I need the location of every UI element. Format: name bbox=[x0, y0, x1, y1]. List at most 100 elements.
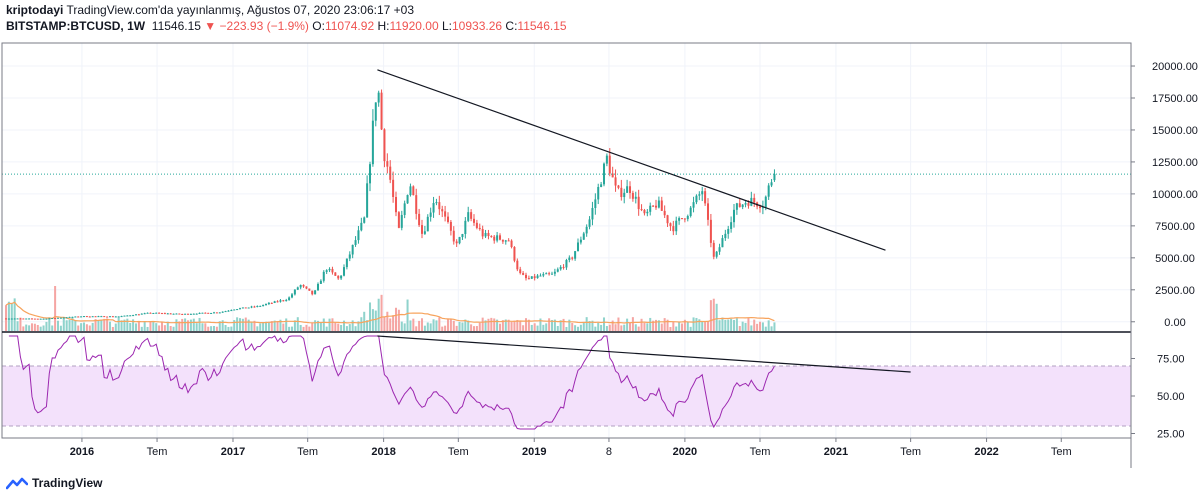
candle-body bbox=[16, 318, 19, 320]
volume-bar bbox=[574, 325, 577, 331]
candle-body bbox=[368, 164, 372, 184]
volume-bar bbox=[374, 310, 377, 331]
candle-body bbox=[467, 212, 470, 221]
candle-body bbox=[435, 202, 438, 204]
volume-bar bbox=[68, 319, 71, 331]
volume-bar bbox=[285, 318, 288, 331]
volume-bar bbox=[423, 325, 426, 331]
candle-body bbox=[273, 301, 276, 303]
candle-body bbox=[660, 200, 663, 211]
volume-bar bbox=[634, 324, 637, 331]
candle-body bbox=[77, 316, 80, 318]
candle-body bbox=[233, 309, 236, 311]
tradingview-logo[interactable]: TradingView bbox=[6, 472, 102, 494]
candle-body bbox=[666, 215, 669, 224]
volume-bar bbox=[85, 324, 88, 331]
candle-body bbox=[608, 155, 611, 174]
candle-body bbox=[59, 317, 62, 319]
candle-body bbox=[527, 278, 530, 280]
candle-body bbox=[56, 317, 60, 319]
candle-body bbox=[478, 227, 481, 230]
candle-body bbox=[501, 239, 504, 242]
candle-body bbox=[646, 211, 649, 214]
volume-bar bbox=[536, 325, 539, 331]
candle-body bbox=[146, 312, 149, 314]
volume-bar bbox=[403, 323, 406, 331]
candle-body bbox=[386, 161, 389, 167]
volume-bar bbox=[753, 319, 756, 331]
volume-bar bbox=[241, 318, 244, 331]
candle-body bbox=[579, 239, 582, 243]
volume-bar bbox=[100, 320, 103, 331]
volume-bar bbox=[389, 318, 392, 331]
volume-bar bbox=[553, 319, 556, 331]
symbol-name[interactable]: BITSTAMP:BTCUSD, 1W bbox=[6, 19, 146, 33]
low-label: L: bbox=[441, 19, 452, 33]
volume-bar bbox=[94, 319, 97, 331]
candle-body bbox=[132, 315, 135, 317]
volume-bar bbox=[458, 321, 461, 331]
volume-bar bbox=[542, 324, 545, 331]
candle-body bbox=[701, 191, 704, 195]
candle-body bbox=[337, 275, 340, 279]
candle-body bbox=[264, 304, 268, 306]
volume-bar bbox=[686, 322, 689, 331]
candle-body bbox=[42, 318, 45, 320]
candle-body bbox=[221, 311, 224, 313]
rsi-axis[interactable]: 25.00 50.00 75.00 bbox=[1131, 354, 1185, 441]
volume-bar bbox=[288, 326, 291, 331]
candle-body bbox=[160, 313, 164, 315]
candle-body bbox=[111, 316, 114, 318]
volume-bar bbox=[198, 317, 201, 331]
candle-body bbox=[212, 312, 216, 314]
rsi-trendline[interactable] bbox=[377, 335, 911, 373]
candle-body bbox=[201, 312, 204, 314]
candle-body bbox=[493, 236, 496, 241]
volume-bar bbox=[74, 320, 77, 331]
candle-body bbox=[441, 209, 444, 212]
candle-body bbox=[498, 235, 502, 240]
candle-body bbox=[392, 179, 395, 197]
volume-bar bbox=[137, 321, 140, 331]
volume-bar bbox=[652, 320, 655, 331]
volume-bar bbox=[527, 319, 530, 331]
candle-body bbox=[114, 316, 117, 318]
volume-bar bbox=[103, 318, 106, 331]
candle-body bbox=[770, 182, 773, 186]
candle-body bbox=[250, 306, 253, 308]
volume-bar bbox=[169, 325, 172, 331]
volume-bar bbox=[279, 319, 282, 331]
chart-canvas[interactable]: 0.00 2500.00 5000.00 7500.00 10000.00 12500.0… bbox=[0, 40, 1200, 468]
author-name[interactable]: kriptodayi bbox=[6, 3, 64, 17]
volume-bar bbox=[253, 320, 256, 331]
time-axis[interactable]: 2016 Tem 2017 Tem 2018 Tem 2019 8 2020 Tem 2021 Tem… bbox=[70, 438, 1072, 458]
volume-bar bbox=[496, 319, 499, 331]
candle-body bbox=[54, 318, 57, 320]
volume-bar bbox=[10, 303, 13, 331]
candle-body bbox=[210, 312, 213, 314]
candle-body bbox=[715, 251, 718, 257]
volume-bar bbox=[80, 323, 83, 331]
price-tick-label: 7500.00 bbox=[1155, 221, 1195, 233]
volume-bar bbox=[732, 319, 736, 331]
candle-body bbox=[198, 312, 201, 314]
candle-body bbox=[461, 234, 464, 238]
volume-bar bbox=[455, 325, 458, 331]
last-price: 11546.15 bbox=[151, 19, 201, 33]
volume-bar bbox=[605, 326, 608, 331]
time-tick-label: 2017 bbox=[221, 446, 245, 458]
volume-bar bbox=[657, 320, 660, 331]
candle-body bbox=[712, 242, 715, 257]
candle-body bbox=[227, 310, 230, 312]
price-axis[interactable]: 0.00 2500.00 5000.00 7500.00 10000.00 12500.0… bbox=[1131, 61, 1198, 329]
volume-bar bbox=[730, 318, 733, 331]
volume-bar bbox=[224, 324, 227, 331]
price-trendline[interactable] bbox=[377, 69, 886, 251]
candle-body bbox=[380, 92, 383, 130]
volume-bar bbox=[149, 321, 152, 331]
volume-bar bbox=[530, 324, 533, 331]
candle-body bbox=[302, 285, 305, 287]
volume-bar bbox=[409, 320, 412, 331]
candle-body bbox=[741, 204, 744, 208]
volume-bar bbox=[351, 320, 354, 331]
